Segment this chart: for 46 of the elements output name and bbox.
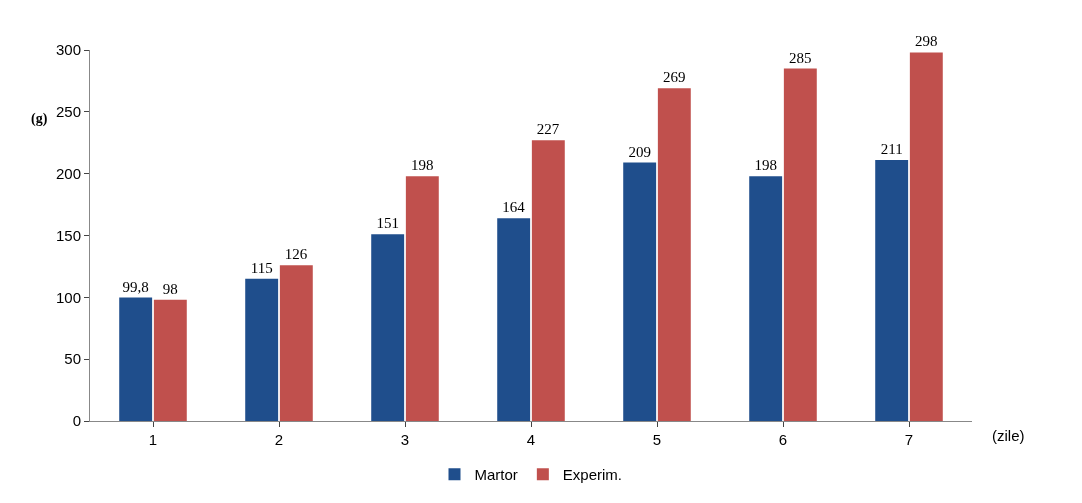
y-tick-label: 0 xyxy=(72,412,81,430)
data-label: 211 xyxy=(880,141,903,158)
data-label: 198 xyxy=(411,157,434,174)
data-label: 115 xyxy=(250,259,273,276)
bar xyxy=(153,299,187,421)
x-tick-label: 1 xyxy=(148,431,158,448)
y-tick-label: 100 xyxy=(55,288,81,306)
x-tick-label: 2 xyxy=(274,431,284,448)
data-label: 227 xyxy=(536,121,560,138)
legend-label: Martor xyxy=(474,466,518,484)
bar xyxy=(531,140,565,421)
bar xyxy=(749,176,783,421)
data-label: 198 xyxy=(754,157,777,174)
x-tick-label: 3 xyxy=(400,431,410,448)
bar xyxy=(279,265,313,421)
x-tick-label: 7 xyxy=(904,431,914,448)
bar xyxy=(497,218,531,421)
y-tick-label: 200 xyxy=(55,164,81,182)
data-label: 151 xyxy=(376,215,399,232)
y-tick-label: 150 xyxy=(55,226,81,244)
x-tick-label: 4 xyxy=(526,431,536,448)
bar xyxy=(909,52,943,421)
bar xyxy=(623,162,657,421)
data-label: 298 xyxy=(915,33,938,50)
data-label: 164 xyxy=(502,199,526,216)
bar xyxy=(245,278,279,421)
data-label: 269 xyxy=(663,69,686,86)
bar xyxy=(119,297,153,421)
x-tick-label: 5 xyxy=(652,431,662,448)
bar xyxy=(657,88,691,421)
data-label: 126 xyxy=(284,246,308,263)
bar xyxy=(875,160,909,421)
y-axis-title: (g) xyxy=(31,111,48,127)
y-tick-label: 300 xyxy=(55,41,81,59)
x-tick-label: 6 xyxy=(778,431,788,448)
data-label: 98 xyxy=(162,280,178,297)
bar xyxy=(405,176,439,421)
legend-label: Experim. xyxy=(562,466,623,484)
data-label: 209 xyxy=(628,143,651,160)
bar xyxy=(371,234,405,421)
bar xyxy=(783,68,817,421)
y-tick-label: 50 xyxy=(64,350,81,368)
data-label: 99,8 xyxy=(122,278,149,295)
data-label: 285 xyxy=(789,49,812,66)
x-axis-title: (zile) xyxy=(992,427,1025,444)
y-tick-label: 250 xyxy=(55,103,81,121)
